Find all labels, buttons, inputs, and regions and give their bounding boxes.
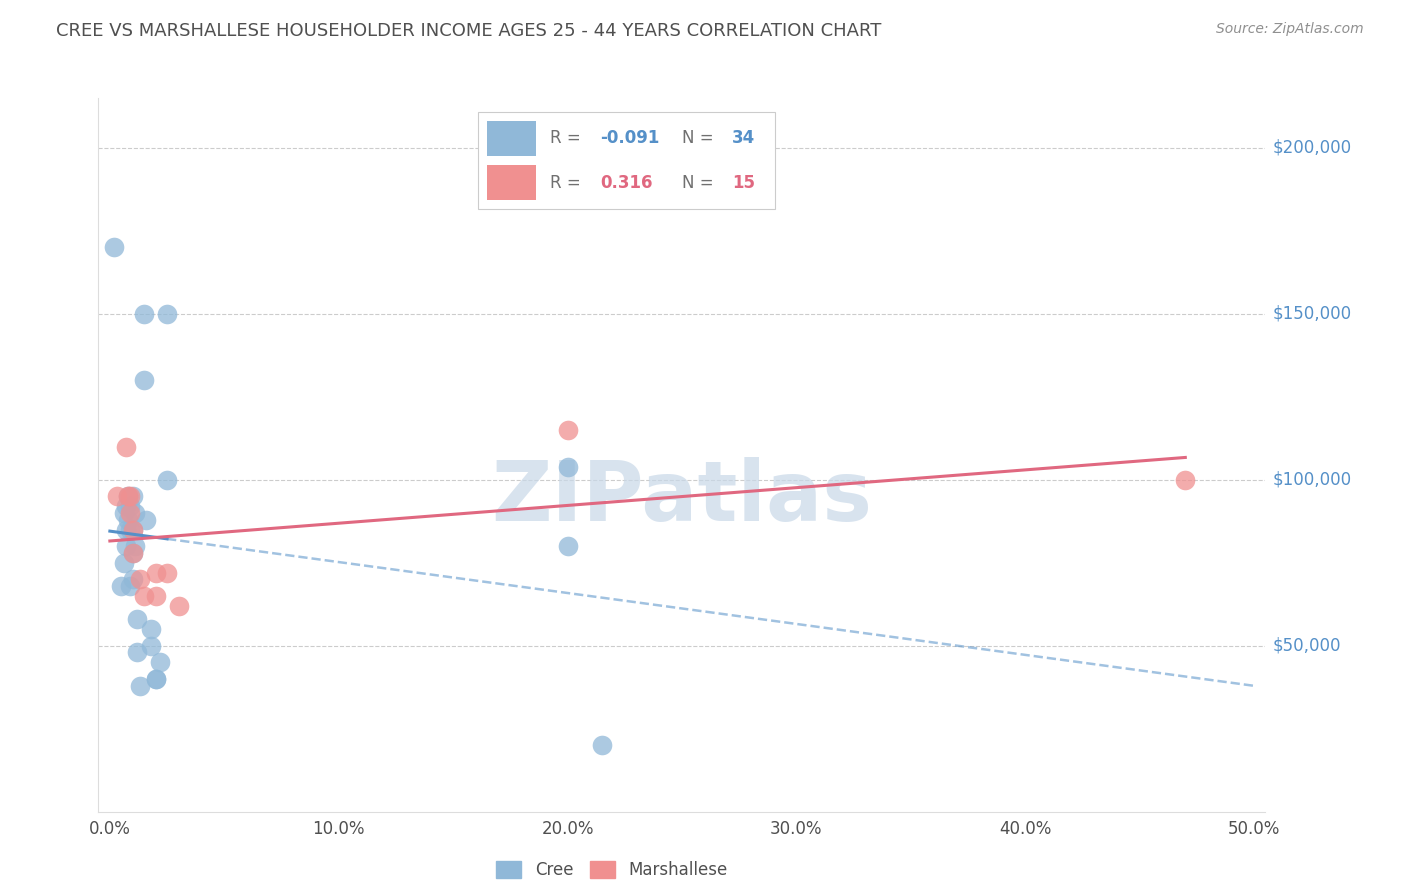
Point xyxy=(145,672,167,686)
Text: $200,000: $200,000 xyxy=(1272,139,1351,157)
Bar xyxy=(486,165,536,200)
Point xyxy=(1174,473,1197,487)
Point xyxy=(135,513,157,527)
Point xyxy=(120,579,142,593)
Text: R =: R = xyxy=(550,174,586,192)
Point xyxy=(127,645,149,659)
Point xyxy=(115,539,138,553)
Point xyxy=(156,473,179,487)
Point xyxy=(121,523,143,537)
Point xyxy=(115,523,138,537)
Point xyxy=(127,612,149,626)
Point xyxy=(145,589,167,603)
Point xyxy=(124,506,146,520)
Legend: Cree, Marshallese: Cree, Marshallese xyxy=(489,854,734,886)
Point xyxy=(139,639,162,653)
Point xyxy=(120,500,142,514)
Point xyxy=(145,672,167,686)
Point xyxy=(115,440,138,454)
Point xyxy=(120,506,142,520)
Point xyxy=(105,490,128,504)
Point xyxy=(557,459,579,474)
Point xyxy=(557,423,579,437)
Point xyxy=(149,656,172,670)
Point xyxy=(167,599,190,613)
Text: Source: ZipAtlas.com: Source: ZipAtlas.com xyxy=(1216,22,1364,37)
Text: 34: 34 xyxy=(733,129,755,147)
Point xyxy=(115,500,138,514)
Point xyxy=(117,513,139,527)
Point xyxy=(117,490,139,504)
Bar xyxy=(486,121,536,156)
Point xyxy=(110,579,132,593)
Text: R =: R = xyxy=(550,129,586,147)
Point xyxy=(121,573,143,587)
Point xyxy=(134,589,156,603)
Point xyxy=(156,307,179,321)
Point xyxy=(557,539,579,553)
Point xyxy=(134,373,156,387)
Point xyxy=(121,546,143,560)
Point xyxy=(103,240,125,254)
Text: $150,000: $150,000 xyxy=(1272,305,1351,323)
Point xyxy=(121,490,143,504)
Point xyxy=(134,307,156,321)
Point xyxy=(124,539,146,553)
Point xyxy=(120,490,142,504)
Text: CREE VS MARSHALLESE HOUSEHOLDER INCOME AGES 25 - 44 YEARS CORRELATION CHART: CREE VS MARSHALLESE HOUSEHOLDER INCOME A… xyxy=(56,22,882,40)
Point xyxy=(121,523,143,537)
Point xyxy=(121,546,143,560)
Bar xyxy=(478,112,775,209)
Text: $100,000: $100,000 xyxy=(1272,471,1351,489)
Text: $50,000: $50,000 xyxy=(1272,637,1341,655)
Text: N =: N = xyxy=(682,129,718,147)
Text: N =: N = xyxy=(682,174,718,192)
Point xyxy=(156,566,179,580)
Text: ZIPatlas: ZIPatlas xyxy=(492,458,872,538)
Point xyxy=(145,566,167,580)
Point xyxy=(117,490,139,504)
Point xyxy=(112,506,135,520)
Text: -0.091: -0.091 xyxy=(600,129,659,147)
Point xyxy=(128,573,150,587)
Point xyxy=(112,556,135,570)
Point xyxy=(128,679,150,693)
Point xyxy=(120,523,142,537)
Point xyxy=(139,622,162,636)
Text: 0.316: 0.316 xyxy=(600,174,652,192)
Text: 15: 15 xyxy=(733,174,755,192)
Point xyxy=(591,739,613,753)
